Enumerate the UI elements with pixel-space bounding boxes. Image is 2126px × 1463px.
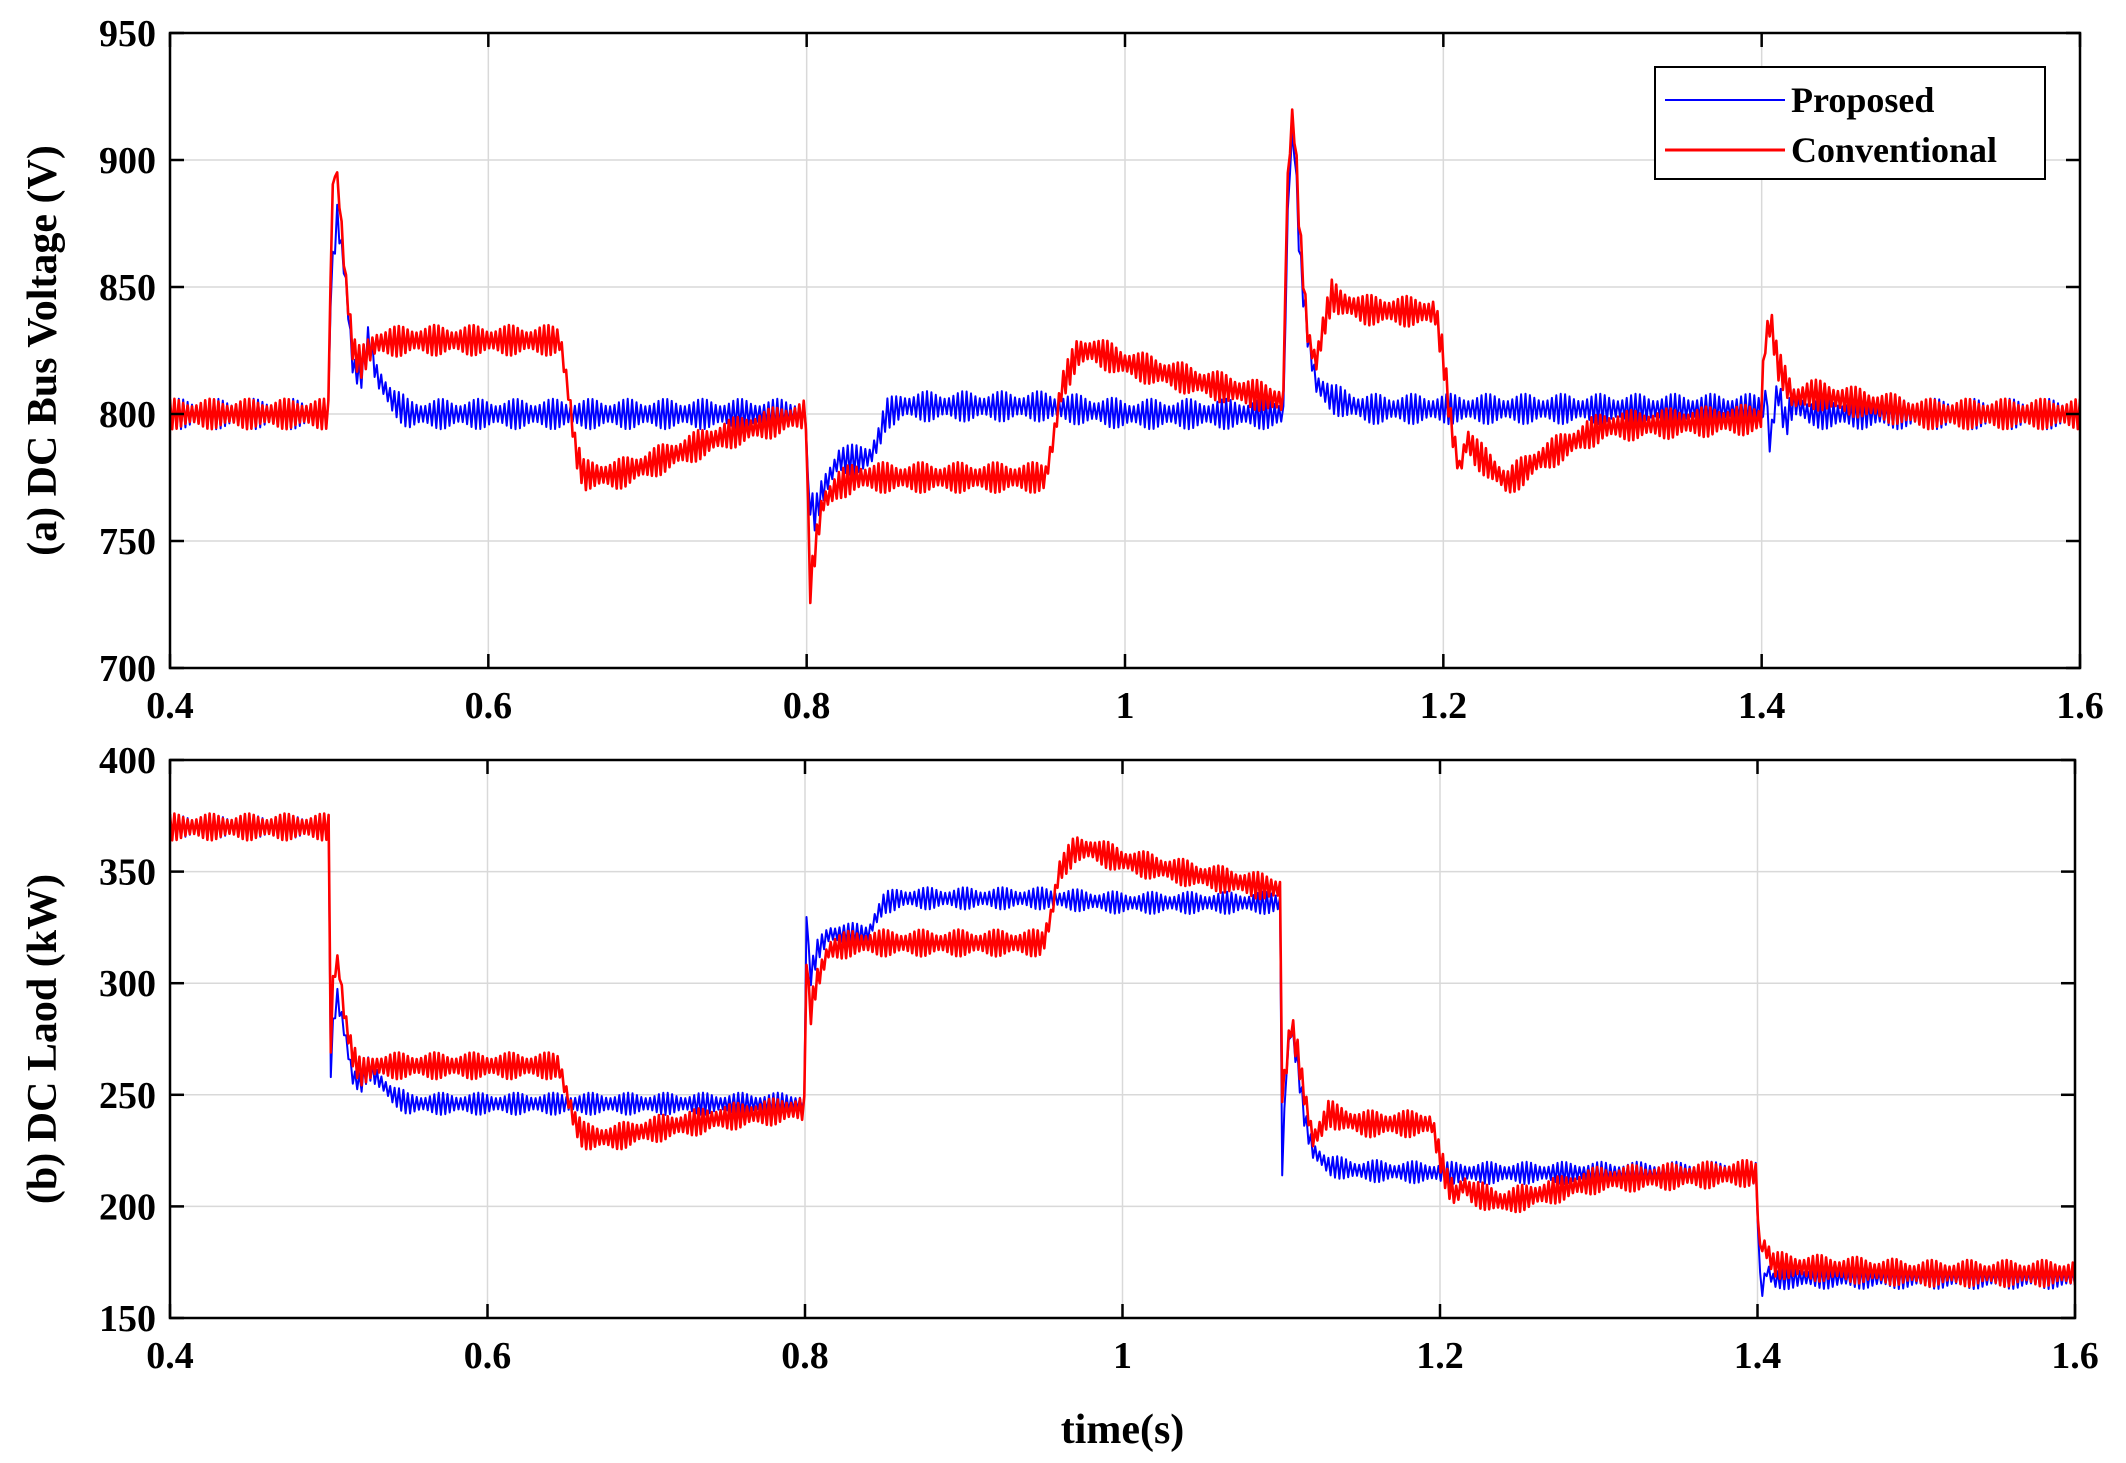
- x-tick-label: 0.8: [781, 1335, 829, 1377]
- y-tick-label: 800: [99, 394, 156, 436]
- y-axis-label: (b) DC Laod (kW): [20, 874, 66, 1204]
- y-tick-label: 850: [99, 267, 156, 309]
- x-tick-label: 1.6: [2051, 1335, 2099, 1377]
- y-axis-label: (a) DC Bus Voltage (V): [20, 145, 66, 556]
- y-tick-label: 900: [99, 140, 156, 182]
- series-line-conventional: [170, 812, 2075, 1288]
- y-tick-label: 700: [99, 648, 156, 690]
- legend-box: [1654, 66, 2046, 180]
- x-tick-label: 1.2: [1420, 685, 1468, 727]
- x-tick-label: 1.4: [1738, 685, 1786, 727]
- panel-b-dc-load: 0.4 0.6 0.8 1 1.2 1.4 1.6 150 200 250 300 350 400 (b)…: [20, 740, 2099, 1453]
- x-tick-label: 1: [1113, 1335, 1132, 1377]
- x-tick-label: 1.6: [2056, 685, 2104, 727]
- y-tick-label: 300: [99, 963, 156, 1005]
- x-tick-label: 0.4: [146, 685, 194, 727]
- y-tick-label: 400: [99, 740, 156, 782]
- legend-label-conventional: Conventional: [1791, 130, 1997, 170]
- legend-label-proposed: Proposed: [1791, 80, 1934, 120]
- x-tick-label: 0.8: [783, 685, 831, 727]
- x-tick-label: 0.6: [464, 1335, 512, 1377]
- y-tick-label: 150: [99, 1298, 156, 1340]
- y-tick-label: 250: [99, 1075, 156, 1117]
- x-axis-label: time(s): [1061, 1407, 1185, 1453]
- y-tick-label: 950: [99, 13, 156, 55]
- series-group: [170, 108, 2080, 605]
- series-group: [170, 812, 2075, 1297]
- x-tick-label: 0.6: [465, 685, 513, 727]
- y-tick-label: 200: [99, 1186, 156, 1228]
- y-tick-label: 350: [99, 852, 156, 894]
- x-tick-label: 1: [1116, 685, 1135, 727]
- legend: Proposed Conventional: [1654, 66, 2046, 180]
- x-tick-label: 1.2: [1416, 1335, 1464, 1377]
- series-line-conventional: [170, 108, 2080, 605]
- x-tick-label: 1.4: [1734, 1335, 1782, 1377]
- x-tick-label: 0.4: [146, 1335, 194, 1377]
- panel-a-dc-bus-voltage: 0.4 0.6 0.8 1 1.2 1.4 1.6 700 750 800 850 900 950 (a)…: [20, 13, 2104, 727]
- y-tick-label: 750: [99, 521, 156, 563]
